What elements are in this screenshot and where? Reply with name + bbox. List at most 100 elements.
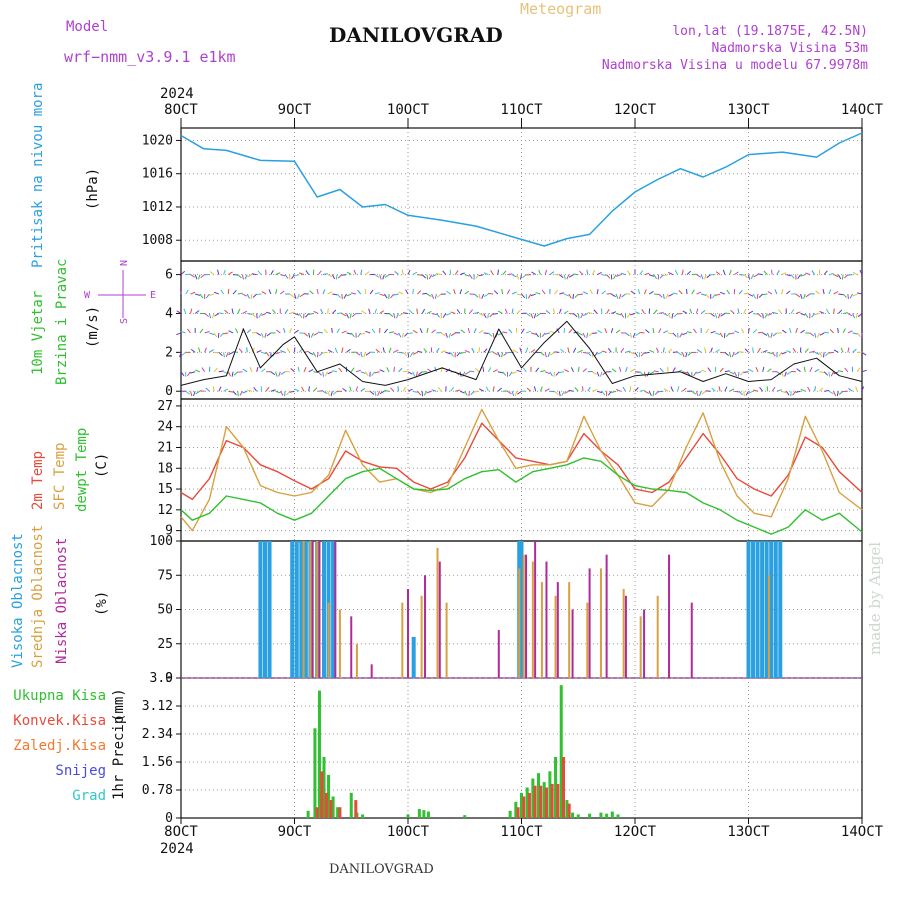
precip-bar — [324, 792, 328, 818]
wind-arrow — [558, 308, 562, 314]
wind-arrow — [597, 329, 603, 334]
wind-arrow — [696, 349, 702, 353]
wind-arrow — [525, 347, 529, 353]
wind-arrow — [407, 388, 413, 392]
wind-arrow — [205, 387, 210, 392]
wind-arrow — [771, 269, 773, 275]
wind-arrow — [317, 331, 323, 334]
wind-arrow — [819, 310, 825, 314]
wind-arrow — [209, 271, 215, 276]
wind-arrow — [544, 269, 548, 275]
precip-bar — [565, 800, 569, 818]
wind-arrow — [824, 390, 830, 392]
wind-arrow — [601, 390, 606, 396]
wind-arrow — [622, 386, 626, 392]
wind-arrow — [696, 391, 699, 397]
wind-arrow — [416, 308, 418, 314]
wind-arrow — [648, 390, 652, 396]
wind-arrow — [861, 369, 867, 373]
wind-arrow — [294, 313, 300, 316]
precip-bar — [539, 785, 543, 818]
wind-arrow — [611, 390, 617, 394]
wind-arrow — [677, 386, 680, 392]
wind-arrow — [332, 390, 338, 395]
wind-arrow — [474, 367, 480, 373]
wind-arrow — [828, 289, 832, 295]
wind-arrow — [264, 332, 267, 338]
top-x-axis: 8OCT 9OCT 10OCT 11OCT 12OCT 13OCT 14OCT — [164, 102, 884, 128]
wind-arrow — [497, 269, 499, 275]
wind-arrow — [338, 367, 343, 373]
wind-arrow — [705, 293, 710, 299]
wind-arrow — [422, 292, 428, 295]
wind-arrow — [189, 308, 193, 314]
wind-arrow — [492, 351, 498, 356]
wind-arrow — [199, 293, 204, 299]
precip-bar — [422, 810, 426, 818]
wind-arrow — [428, 274, 433, 280]
cloud-unit: (%) — [94, 591, 110, 616]
wind-arrow — [208, 313, 212, 319]
wind-arrow — [180, 371, 185, 377]
wind-arrow — [711, 387, 716, 392]
cloud-bar — [309, 541, 312, 678]
wind-arrow — [469, 274, 473, 279]
precip-bar — [548, 771, 552, 818]
y-tick-label: 50 — [157, 603, 173, 618]
wind-arrow — [568, 328, 573, 334]
wind-arrow — [672, 292, 678, 295]
wind-arrow — [554, 390, 559, 396]
precip-bar — [516, 807, 520, 818]
wind-arrow — [568, 293, 572, 299]
wind-arrow — [758, 293, 764, 298]
wind-arrow — [696, 291, 702, 295]
cloud-bar — [773, 541, 778, 678]
wind-arrow — [479, 388, 484, 392]
wind-arrow — [223, 388, 229, 392]
cloud-bar — [540, 582, 543, 678]
wind-arrow — [677, 312, 683, 315]
wind-arrow — [180, 331, 186, 334]
wind-arrow — [665, 293, 669, 299]
precip-bar — [520, 792, 523, 818]
wind-arrow — [655, 347, 660, 353]
y-tick-label: 100 — [150, 534, 173, 549]
wind-arrow — [394, 271, 399, 275]
wind-arrow — [847, 274, 853, 276]
wind-arrow — [459, 272, 465, 276]
wind-arrow — [560, 348, 565, 353]
wind-arrow — [743, 308, 747, 314]
wind-arrow — [792, 390, 797, 396]
wind-arrow — [426, 327, 429, 334]
wind-arrow — [478, 329, 484, 334]
precip-bar — [550, 783, 554, 818]
model-name: wrf−nmm_v3.9.1 e1km — [64, 48, 236, 66]
wind-arrow — [814, 332, 817, 338]
wind-arrow — [809, 332, 815, 337]
wind-arrow — [492, 332, 495, 338]
wind-arrow — [643, 289, 647, 295]
wind-arrow — [701, 390, 707, 395]
wind-arrow — [753, 312, 759, 315]
wind-arrow — [852, 332, 858, 335]
wind-arrow — [544, 352, 547, 358]
wind-arrow — [549, 371, 553, 377]
wind-arrow — [237, 371, 243, 373]
wind-arrow — [667, 313, 671, 319]
wind-arrow — [388, 313, 394, 318]
wind-arrow — [213, 367, 218, 373]
wind-arrow — [261, 291, 267, 295]
wind-arrow — [803, 293, 806, 299]
precip-bar — [533, 785, 537, 818]
wind-arrow — [426, 274, 429, 280]
wind-arrow — [228, 390, 234, 393]
wind-arrow — [464, 390, 468, 396]
wind-arrow — [800, 388, 806, 392]
wind-arrow — [826, 308, 830, 314]
wind-arrow — [681, 352, 685, 358]
x-tick-label-top: 9OCT — [278, 102, 312, 118]
wind-arrow — [511, 371, 517, 374]
y-tick-label: 0 — [165, 671, 173, 686]
wind-arrow — [653, 274, 657, 280]
wind-arrow — [332, 370, 338, 373]
